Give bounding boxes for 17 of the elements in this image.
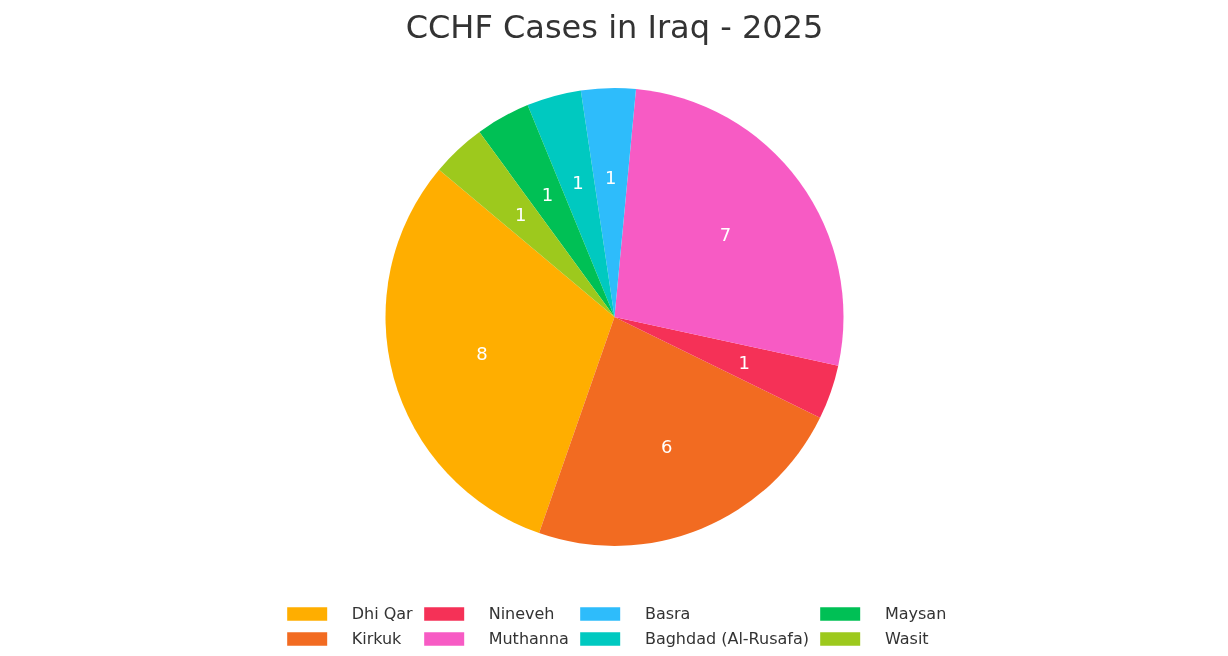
legend-label: Maysan (884, 604, 947, 623)
data-label: 1 (738, 352, 750, 374)
data-label: 1 (572, 171, 584, 193)
legend-label: Nineveh (488, 604, 555, 623)
legend-label: Basra (644, 604, 691, 623)
legend-label: Baghdad (Al-Rusafa) (644, 629, 809, 648)
data-label: 7 (719, 223, 732, 245)
legend-label: Dhi Qar (351, 604, 413, 623)
legend-label: Kirkuk (351, 629, 402, 648)
legend-label: Wasit (884, 629, 929, 648)
data-label: 1 (541, 184, 554, 206)
data-label: 8 (476, 343, 488, 365)
data-label: 6 (660, 435, 673, 457)
data-label: 1 (514, 204, 527, 226)
chart-title: CCHF Cases in Iraq - 2025 (405, 7, 824, 46)
data-label: 1 (605, 166, 617, 188)
legend-label: Muthanna (488, 629, 569, 648)
